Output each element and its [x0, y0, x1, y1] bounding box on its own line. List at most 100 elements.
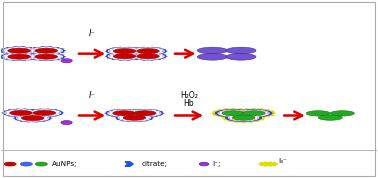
Polygon shape — [26, 59, 33, 60]
Ellipse shape — [28, 47, 65, 55]
Polygon shape — [117, 60, 125, 61]
Polygon shape — [141, 55, 145, 57]
Polygon shape — [116, 115, 121, 117]
Ellipse shape — [241, 115, 244, 116]
Polygon shape — [39, 52, 46, 53]
Polygon shape — [141, 47, 148, 48]
Ellipse shape — [52, 59, 54, 60]
Ellipse shape — [16, 117, 19, 118]
Polygon shape — [3, 114, 8, 115]
Ellipse shape — [135, 58, 137, 59]
Polygon shape — [40, 115, 46, 116]
Polygon shape — [26, 47, 33, 48]
Ellipse shape — [105, 109, 143, 117]
Ellipse shape — [137, 49, 159, 54]
Ellipse shape — [57, 54, 60, 55]
Polygon shape — [19, 54, 26, 55]
Text: I⁻: I⁻ — [88, 29, 96, 38]
Polygon shape — [19, 121, 25, 122]
Text: citrate;: citrate; — [142, 161, 168, 167]
Polygon shape — [1, 57, 6, 59]
Ellipse shape — [135, 58, 138, 59]
Polygon shape — [130, 57, 135, 59]
Polygon shape — [1, 48, 6, 50]
Ellipse shape — [153, 59, 156, 60]
Polygon shape — [46, 119, 51, 121]
Ellipse shape — [318, 115, 342, 120]
Ellipse shape — [22, 116, 44, 121]
Ellipse shape — [133, 114, 136, 115]
Polygon shape — [40, 121, 46, 122]
Text: AuNPs;: AuNPs; — [51, 161, 77, 167]
Polygon shape — [8, 109, 14, 111]
Ellipse shape — [135, 115, 137, 116]
Ellipse shape — [159, 112, 161, 113]
Ellipse shape — [235, 109, 273, 117]
Ellipse shape — [35, 54, 57, 59]
Ellipse shape — [57, 48, 60, 49]
Polygon shape — [106, 52, 111, 53]
Ellipse shape — [137, 54, 159, 59]
Ellipse shape — [159, 53, 161, 54]
Ellipse shape — [1, 47, 38, 55]
Polygon shape — [158, 111, 163, 112]
Polygon shape — [259, 162, 277, 166]
Polygon shape — [106, 111, 111, 112]
Ellipse shape — [111, 115, 113, 116]
Ellipse shape — [35, 162, 47, 166]
Polygon shape — [19, 60, 26, 61]
Ellipse shape — [132, 115, 134, 116]
Polygon shape — [36, 50, 39, 51]
Ellipse shape — [330, 111, 354, 116]
Polygon shape — [148, 60, 155, 61]
Polygon shape — [12, 52, 19, 53]
Ellipse shape — [113, 111, 135, 116]
Ellipse shape — [218, 112, 220, 113]
Ellipse shape — [259, 110, 262, 111]
Ellipse shape — [144, 116, 146, 117]
Ellipse shape — [232, 116, 234, 117]
Polygon shape — [46, 116, 51, 117]
Polygon shape — [148, 119, 153, 120]
Polygon shape — [54, 53, 60, 54]
Ellipse shape — [123, 47, 126, 48]
Polygon shape — [60, 48, 65, 50]
Polygon shape — [21, 116, 28, 117]
Ellipse shape — [46, 117, 49, 118]
Polygon shape — [19, 52, 26, 53]
Polygon shape — [131, 116, 137, 117]
Polygon shape — [14, 119, 19, 121]
Ellipse shape — [197, 54, 228, 60]
Ellipse shape — [8, 54, 31, 59]
Polygon shape — [135, 48, 141, 49]
Polygon shape — [127, 113, 135, 114]
Polygon shape — [116, 117, 124, 118]
Polygon shape — [14, 116, 21, 117]
Polygon shape — [25, 114, 33, 115]
Ellipse shape — [138, 55, 141, 56]
Polygon shape — [8, 115, 14, 116]
Polygon shape — [28, 51, 33, 53]
Polygon shape — [121, 114, 127, 115]
Polygon shape — [61, 112, 65, 114]
Text: Hb: Hb — [184, 100, 194, 108]
Polygon shape — [54, 53, 60, 54]
Polygon shape — [132, 116, 138, 117]
Ellipse shape — [228, 118, 231, 119]
Polygon shape — [6, 47, 12, 48]
Ellipse shape — [226, 54, 256, 60]
Ellipse shape — [238, 110, 270, 117]
Polygon shape — [138, 49, 143, 50]
Ellipse shape — [108, 112, 110, 113]
Polygon shape — [141, 112, 144, 114]
Polygon shape — [46, 46, 54, 47]
Ellipse shape — [8, 48, 31, 53]
Ellipse shape — [162, 50, 164, 51]
Ellipse shape — [116, 116, 119, 117]
Ellipse shape — [26, 109, 63, 117]
Ellipse shape — [35, 113, 37, 114]
Polygon shape — [161, 54, 166, 55]
Ellipse shape — [10, 110, 33, 115]
Polygon shape — [33, 53, 39, 54]
Polygon shape — [125, 47, 132, 48]
